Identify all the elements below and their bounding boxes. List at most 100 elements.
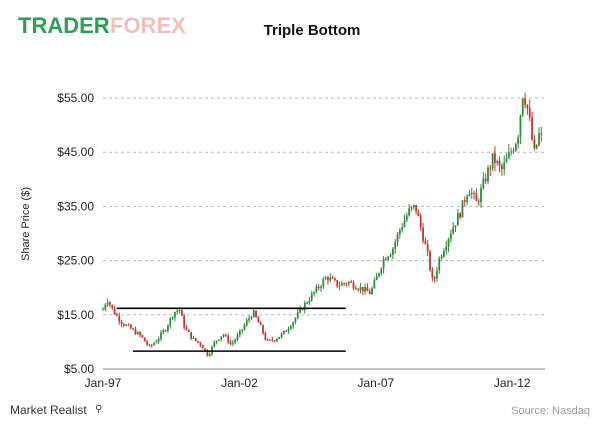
chart-title: Triple Bottom xyxy=(264,22,361,39)
candle-body xyxy=(403,220,406,227)
candle-body xyxy=(366,287,369,292)
candle-body xyxy=(473,192,475,194)
trend-lines xyxy=(116,307,346,352)
candle-body xyxy=(408,208,411,216)
candle-body xyxy=(524,98,526,105)
candle-body xyxy=(157,338,160,342)
candle-body xyxy=(169,318,172,326)
candle-body xyxy=(375,276,378,281)
candle-body xyxy=(447,238,450,247)
candle-body xyxy=(487,167,489,182)
candle-body xyxy=(273,340,276,342)
x-tick-label: Jan-02 xyxy=(221,376,258,390)
candle-body xyxy=(155,341,158,343)
candle-body xyxy=(322,279,325,287)
candle-body xyxy=(199,342,202,346)
candle-body xyxy=(143,337,146,342)
candle-body xyxy=(231,342,234,344)
candle-body xyxy=(373,280,376,289)
candle-body xyxy=(503,162,506,170)
candle-body xyxy=(194,338,197,342)
candle-body xyxy=(354,288,357,290)
candle-body xyxy=(320,286,322,288)
candle-body xyxy=(491,153,494,169)
y-tick-label: $45.00 xyxy=(57,145,94,159)
candle-body xyxy=(482,178,485,189)
candle-body xyxy=(496,161,499,163)
grid-lines xyxy=(103,97,545,316)
candle-body xyxy=(410,207,413,209)
candle-body xyxy=(405,215,408,221)
candle-body xyxy=(113,307,116,315)
candle-body xyxy=(324,277,327,280)
candle-body xyxy=(141,335,144,338)
candle-body xyxy=(206,350,209,356)
candle-body xyxy=(459,213,462,218)
candle-body xyxy=(533,139,536,149)
candle-body xyxy=(296,312,299,319)
candle-body xyxy=(401,226,404,230)
candle-body xyxy=(331,277,334,279)
candle-body xyxy=(340,283,343,286)
candle-body xyxy=(526,104,529,109)
candle-body xyxy=(394,242,397,249)
x-tick-labels: Jan-97 Jan-02 Jan-07 Jan-12 xyxy=(85,376,531,390)
candle-body xyxy=(204,348,206,351)
candle-body xyxy=(429,251,431,270)
candle-body xyxy=(234,339,237,343)
candle-body xyxy=(241,329,244,331)
candle-body xyxy=(134,329,137,335)
candle-body xyxy=(178,310,181,312)
candle-body xyxy=(118,315,121,322)
candle-body xyxy=(227,335,230,343)
candle-body xyxy=(382,258,385,269)
traderforex-logo: TRADER FOREX xyxy=(18,13,186,38)
candle-body xyxy=(120,321,123,325)
candle-body xyxy=(162,330,165,333)
candle-body xyxy=(213,342,216,347)
candle-body xyxy=(512,150,515,152)
candle-body xyxy=(540,133,543,135)
candle-body xyxy=(463,200,466,202)
candle-body xyxy=(299,308,302,313)
candle-body xyxy=(171,317,174,319)
candle-body xyxy=(111,304,114,308)
x-tick-label: Jan-12 xyxy=(494,376,531,390)
candle-body xyxy=(500,165,503,170)
candle-body xyxy=(426,244,429,252)
candle-body xyxy=(489,167,492,169)
candle-body xyxy=(359,287,362,290)
footer-logo-text: Market Realist xyxy=(10,403,87,417)
candle-body xyxy=(164,330,167,332)
candle-body xyxy=(146,341,148,345)
candle-body xyxy=(519,115,522,138)
candle-body xyxy=(139,332,142,336)
candle-body xyxy=(280,333,283,338)
y-tick-label: $35.00 xyxy=(57,199,94,213)
candle-body xyxy=(245,320,248,326)
candle-body xyxy=(294,318,297,323)
candle-body xyxy=(350,281,353,283)
candle-body xyxy=(285,330,288,332)
candle-body xyxy=(398,229,401,235)
candle-body xyxy=(313,292,315,294)
candle-body xyxy=(380,268,383,274)
candle-body xyxy=(289,326,292,329)
candle-body xyxy=(259,322,262,326)
candle-body xyxy=(327,277,329,281)
magnifier-icon: ⚲ xyxy=(95,404,102,415)
logo-trader-text: TRADER xyxy=(18,13,110,38)
candle-body xyxy=(266,339,269,341)
candle-body xyxy=(440,256,443,259)
candle-body xyxy=(468,193,471,197)
candle-body xyxy=(507,152,510,159)
candlestick-series xyxy=(102,92,543,357)
candle-body xyxy=(220,336,223,340)
y-tick-label: $5.00 xyxy=(64,362,94,376)
candle-body xyxy=(306,302,308,304)
candle-body xyxy=(257,317,260,323)
candle-body xyxy=(116,314,118,316)
y-tick-label: $55.00 xyxy=(57,91,94,105)
candle-body xyxy=(389,254,392,257)
